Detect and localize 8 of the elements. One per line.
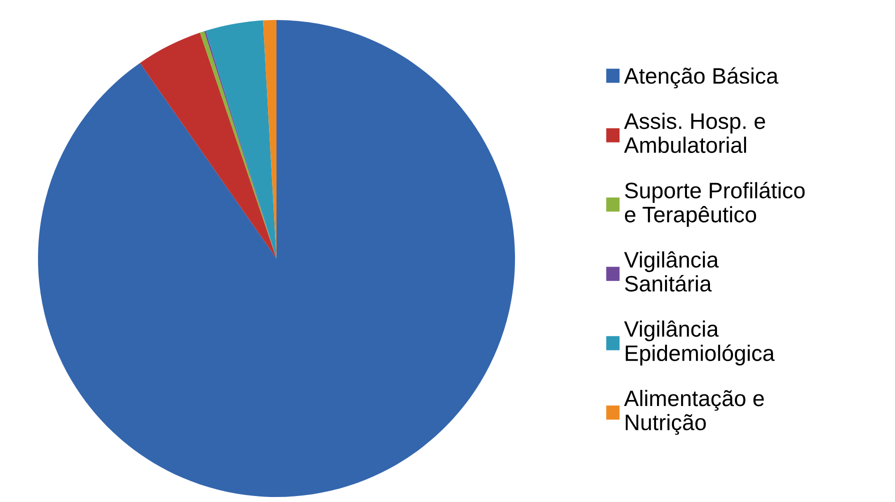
pie-slice	[38, 20, 515, 497]
legend-label: Assis. Hosp. e Ambulatorial	[624, 112, 766, 153]
legend-label: Suporte Profilático e Terapêutico	[624, 182, 805, 227]
legend-label: Vigilância Epidemiológica	[624, 320, 775, 366]
legend-label: Vigilância Sanitária	[624, 251, 719, 292]
legend-label: Alimentação e Nutrição	[624, 390, 764, 435]
pie-slice	[140, 32, 276, 258]
legend-label: Atenção Básica	[624, 67, 778, 88]
